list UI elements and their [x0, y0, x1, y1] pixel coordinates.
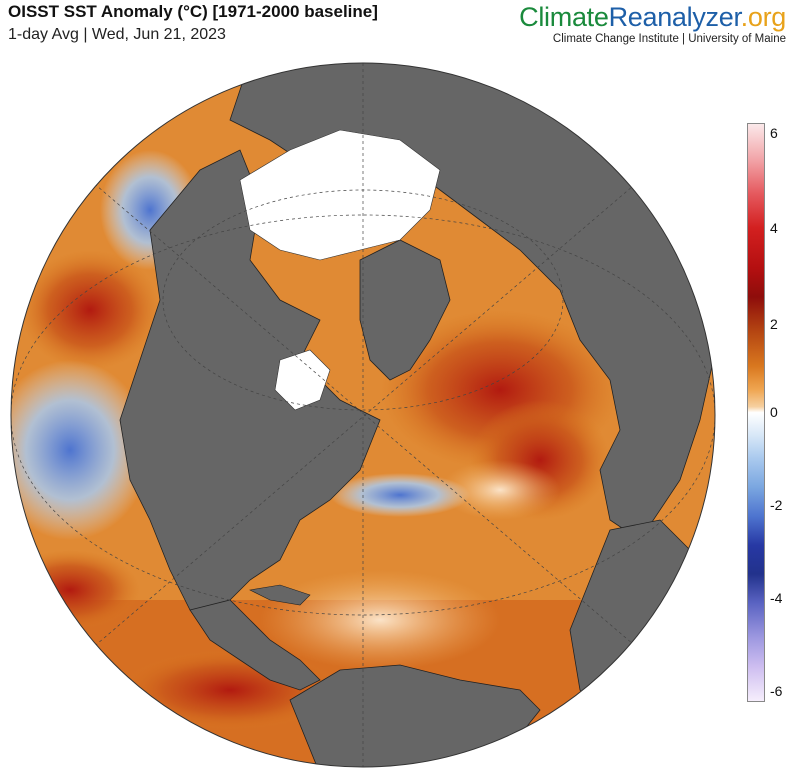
globe-outline	[10, 62, 716, 768]
colorbar-tick-2: 2	[770, 316, 778, 332]
brand-part-org: .org	[740, 2, 787, 32]
arctic-sea-ice	[239, 129, 441, 261]
pacific-cool-anomaly	[11, 360, 150, 540]
hudson-bay-ice	[274, 349, 331, 411]
graticule	[11, 63, 715, 767]
colorbar-tick-6: 6	[770, 125, 778, 141]
caribbean-islands	[249, 584, 311, 606]
colorbar-tick-neg2: -2	[770, 497, 783, 513]
subtropical-pale-anomaly	[260, 570, 500, 670]
south-america-landmass	[289, 664, 541, 767]
central-america-landmass	[189, 599, 321, 691]
brand-tagline: Climate Change Institute | University of…	[552, 33, 786, 45]
greenland-landmass	[359, 239, 451, 381]
gulf-stream-cool-anomaly	[330, 473, 470, 517]
west-pacific-warm-anomaly	[11, 550, 140, 630]
colorbar-tick-neg4: -4	[770, 590, 783, 606]
brand-part-climate: Climate	[519, 2, 609, 32]
brand-part-reanalyzer: Reanalyzer	[608, 2, 741, 32]
colorbar-tick-0: 0	[770, 404, 778, 420]
north-america-landmass	[119, 149, 381, 621]
map-subtitle: 1-day Avg | Wed, Jun 21, 2023	[8, 26, 226, 43]
map-title: OISST SST Anomaly (°C) [1971-2000 baseli…	[8, 2, 378, 21]
colorbar-tick-neg6: -6	[770, 683, 783, 699]
anomaly-colorbar	[747, 123, 765, 702]
brand-logo[interactable]: ClimateReanalyzer.org	[519, 2, 786, 33]
pacific-warm-anomaly	[20, 250, 160, 370]
colorbar-tick-4: 4	[770, 220, 778, 236]
